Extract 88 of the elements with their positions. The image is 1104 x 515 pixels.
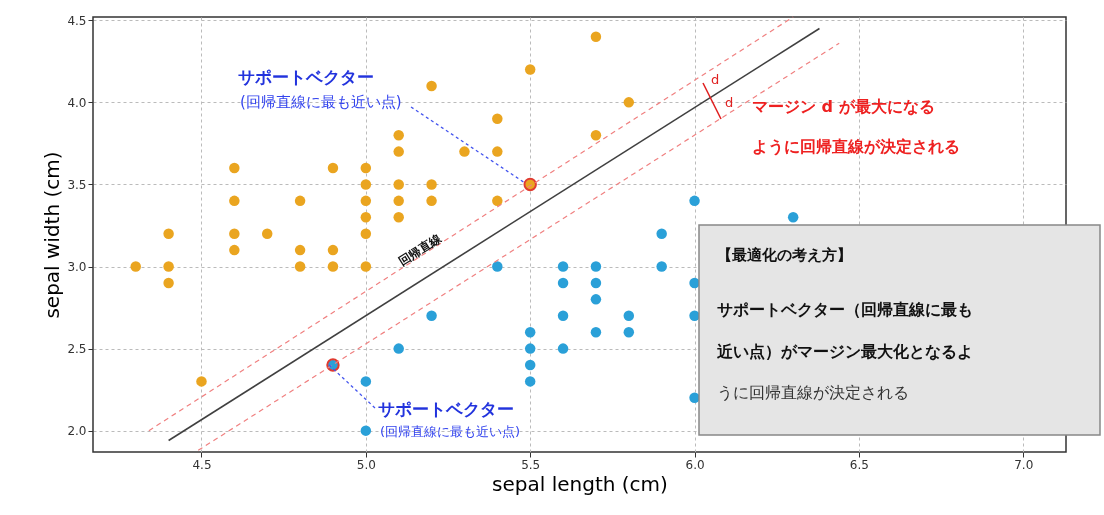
- point: [360, 212, 372, 223]
- annotation: ように回帰直線が決定される: [752, 137, 960, 156]
- x-tick-label: 4.5: [192, 457, 212, 472]
- point: [590, 31, 602, 42]
- point: [590, 277, 602, 289]
- point: [557, 343, 569, 354]
- point: [524, 359, 536, 371]
- point: [360, 228, 372, 239]
- point: [590, 326, 602, 338]
- annotation: 近い点）がマージン最大化となるよ: [716, 342, 973, 361]
- point: [492, 195, 503, 207]
- point: [229, 228, 240, 239]
- point: [393, 146, 404, 157]
- x-tick-label: 5.0: [356, 457, 376, 472]
- point: [590, 294, 602, 305]
- point: [393, 179, 404, 190]
- point: [524, 326, 536, 338]
- point: [294, 261, 306, 272]
- annotation: (回帰直線に最も近い点): [380, 424, 521, 439]
- x-tick-label: 5.5: [521, 457, 541, 472]
- point: [327, 261, 339, 272]
- y-tick-label: 2.0: [67, 424, 87, 439]
- annotation: d: [711, 72, 720, 87]
- y-tick-label: 3.0: [67, 260, 87, 275]
- point: [393, 129, 404, 141]
- point: [426, 80, 437, 92]
- point: [557, 310, 569, 321]
- point: [327, 162, 339, 174]
- point: [196, 376, 207, 387]
- point: [130, 261, 141, 272]
- point: [459, 146, 470, 157]
- annotation: マージン d が最大になる: [752, 97, 935, 116]
- annotation: うに回帰直線が決定される: [717, 383, 909, 402]
- annotation: サポートベクター: [238, 67, 374, 87]
- point: [590, 129, 602, 141]
- point: [426, 195, 437, 207]
- point: [294, 195, 306, 207]
- point: [492, 113, 503, 125]
- point: [787, 212, 799, 223]
- point: [261, 228, 273, 239]
- x-axis-title: sepal length (cm): [492, 471, 668, 496]
- point: [229, 195, 240, 207]
- y-axis-title: sepal width (cm): [40, 151, 65, 319]
- annotation: サポートベクター（回帰直線に最も: [717, 300, 973, 319]
- point: [492, 261, 503, 272]
- x-tick-label: 6.0: [685, 457, 705, 472]
- point: [163, 277, 174, 289]
- annotation: d: [725, 95, 734, 110]
- point: [393, 212, 404, 223]
- point: [360, 425, 372, 436]
- point: [327, 244, 339, 256]
- point: [623, 310, 635, 321]
- point: [426, 310, 437, 321]
- annotation: 【最適化の考え方】: [717, 246, 852, 264]
- point: [656, 228, 667, 239]
- annotation: (回帰直線に最も近い点): [240, 93, 402, 111]
- point: [163, 228, 174, 239]
- point: [360, 261, 372, 272]
- point: [163, 261, 174, 272]
- point: [524, 376, 536, 387]
- annotation: サポートベクター: [378, 399, 514, 419]
- point: [229, 244, 240, 256]
- y-tick-label: 3.5: [67, 177, 87, 192]
- point: [557, 261, 569, 272]
- y-tick-label: 2.5: [67, 342, 87, 357]
- point: [360, 162, 372, 174]
- point: [524, 343, 536, 354]
- point: [623, 97, 635, 108]
- point: [393, 343, 404, 354]
- point: [393, 195, 404, 207]
- point: [656, 261, 667, 272]
- point: [360, 179, 372, 190]
- point: [360, 195, 372, 207]
- point: [294, 244, 306, 256]
- y-tick-label: 4.0: [67, 95, 87, 110]
- y-tick-label: 4.5: [67, 13, 87, 28]
- point: [426, 179, 437, 190]
- x-tick-label: 6.5: [849, 457, 869, 472]
- x-tick-label: 7.0: [1014, 457, 1034, 472]
- point: [524, 64, 536, 75]
- point: [557, 277, 569, 289]
- point: [623, 326, 635, 338]
- point: [590, 261, 602, 272]
- point: [492, 146, 503, 157]
- point: [229, 162, 240, 174]
- point: [360, 376, 372, 387]
- annotation: 回帰直線: [395, 230, 445, 269]
- point: [689, 195, 700, 207]
